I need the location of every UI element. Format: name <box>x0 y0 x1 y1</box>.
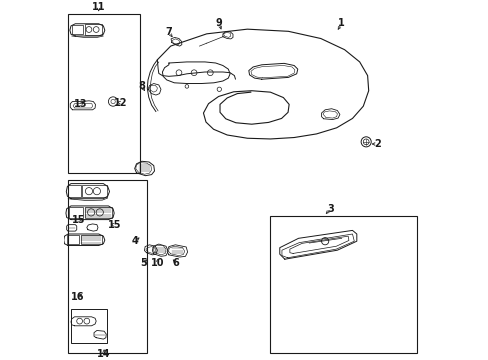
Bar <box>84 207 111 218</box>
Text: 9: 9 <box>216 18 222 28</box>
Bar <box>72 25 83 34</box>
Text: 5: 5 <box>140 258 147 268</box>
Text: 4: 4 <box>131 236 138 246</box>
Text: 3: 3 <box>327 204 334 214</box>
Bar <box>68 180 147 353</box>
Bar <box>84 24 102 35</box>
Bar <box>68 185 81 197</box>
Text: 15: 15 <box>108 220 122 230</box>
Text: 14: 14 <box>97 348 111 359</box>
Text: 6: 6 <box>172 258 179 268</box>
Text: 1: 1 <box>338 18 345 28</box>
Text: 2: 2 <box>373 139 380 149</box>
Bar <box>71 309 107 343</box>
Text: 11: 11 <box>92 2 105 12</box>
Text: 12: 12 <box>113 98 127 108</box>
Bar <box>68 14 140 173</box>
Bar <box>269 216 416 353</box>
Text: 15: 15 <box>72 215 85 225</box>
Bar <box>66 235 79 244</box>
Text: 8: 8 <box>138 81 145 91</box>
Text: 7: 7 <box>165 27 172 37</box>
Text: 16: 16 <box>71 292 84 302</box>
Bar <box>81 235 102 244</box>
Text: 10: 10 <box>150 258 164 268</box>
Bar <box>82 185 107 197</box>
Text: 13: 13 <box>74 99 87 109</box>
Bar <box>69 207 83 218</box>
